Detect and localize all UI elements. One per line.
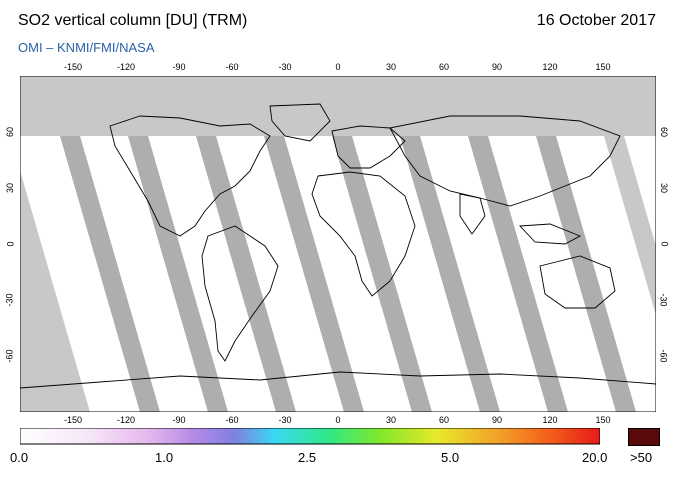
lon-tick-top: -120 bbox=[116, 62, 135, 72]
lat-tick-left: 60 bbox=[5, 126, 16, 138]
lat-tick-right: -30 bbox=[658, 293, 669, 307]
lon-tick-bottom: 120 bbox=[542, 415, 558, 425]
north-america bbox=[109, 115, 271, 237]
colorbar-label: 0.0 bbox=[10, 450, 29, 465]
lon-tick-top: 120 bbox=[542, 62, 558, 72]
colorbar-label: 5.0 bbox=[441, 450, 460, 465]
india bbox=[459, 193, 486, 235]
source-label: OMI – KNMI/FMI/NASA bbox=[18, 40, 155, 55]
coverage-gaps bbox=[60, 136, 636, 412]
lon-tick-bottom: 60 bbox=[438, 415, 449, 425]
lon-tick-top: -30 bbox=[278, 62, 292, 72]
lon-tick-top: -150 bbox=[63, 62, 82, 72]
lat-tick-right: 30 bbox=[659, 182, 670, 194]
lon-tick-bottom: 30 bbox=[385, 415, 396, 425]
coverage-swaths-light bbox=[20, 136, 656, 412]
australia bbox=[539, 255, 616, 309]
europe bbox=[331, 125, 406, 169]
lon-tick-bottom: -120 bbox=[116, 415, 135, 425]
so2-map bbox=[20, 76, 656, 412]
lon-tick-top: 150 bbox=[595, 62, 611, 72]
africa bbox=[311, 171, 416, 297]
lat-tick-right: 60 bbox=[659, 126, 670, 138]
lat-tick-left: 0 bbox=[5, 241, 16, 247]
coastlines bbox=[20, 103, 656, 389]
lon-tick-top: -60 bbox=[225, 62, 239, 72]
lat-tick-right: 0 bbox=[659, 241, 670, 247]
lon-tick-top: 0 bbox=[335, 62, 341, 72]
colorbar-over-swatch bbox=[628, 428, 660, 446]
lon-tick-bottom: -60 bbox=[225, 415, 239, 425]
lon-tick-top: -90 bbox=[172, 62, 186, 72]
lat-tick-left: -30 bbox=[4, 293, 15, 307]
date-label: 16 October 2017 bbox=[536, 12, 656, 29]
lat-tick-right: -60 bbox=[658, 349, 669, 363]
lon-tick-top: 90 bbox=[491, 62, 502, 72]
lon-tick-bottom: -150 bbox=[63, 415, 82, 425]
colorbar-label: 20.0 bbox=[582, 450, 608, 465]
lon-tick-bottom: 0 bbox=[335, 415, 341, 425]
asia bbox=[389, 115, 621, 207]
lon-tick-bottom: 90 bbox=[491, 415, 502, 425]
arctic-no-data bbox=[20, 76, 656, 120]
lon-tick-bottom: 150 bbox=[595, 415, 611, 425]
colorbar-over-label: >50 bbox=[630, 450, 653, 465]
chart-title: SO2 vertical column [DU] (TRM) bbox=[18, 12, 248, 29]
lon-tick-top: 60 bbox=[438, 62, 449, 72]
antarctica bbox=[20, 371, 656, 389]
colorbar-label: 1.0 bbox=[155, 450, 174, 465]
colorbar bbox=[20, 428, 600, 445]
lat-tick-left: -60 bbox=[4, 349, 15, 363]
se-asia bbox=[519, 223, 582, 245]
colorbar-label: 2.5 bbox=[298, 450, 317, 465]
lon-tick-bottom: -30 bbox=[278, 415, 292, 425]
lon-tick-bottom: -90 bbox=[172, 415, 186, 425]
lon-tick-top: 30 bbox=[385, 62, 396, 72]
greenland bbox=[269, 103, 331, 142]
south-america bbox=[201, 225, 279, 362]
lat-tick-left: 30 bbox=[5, 182, 16, 194]
